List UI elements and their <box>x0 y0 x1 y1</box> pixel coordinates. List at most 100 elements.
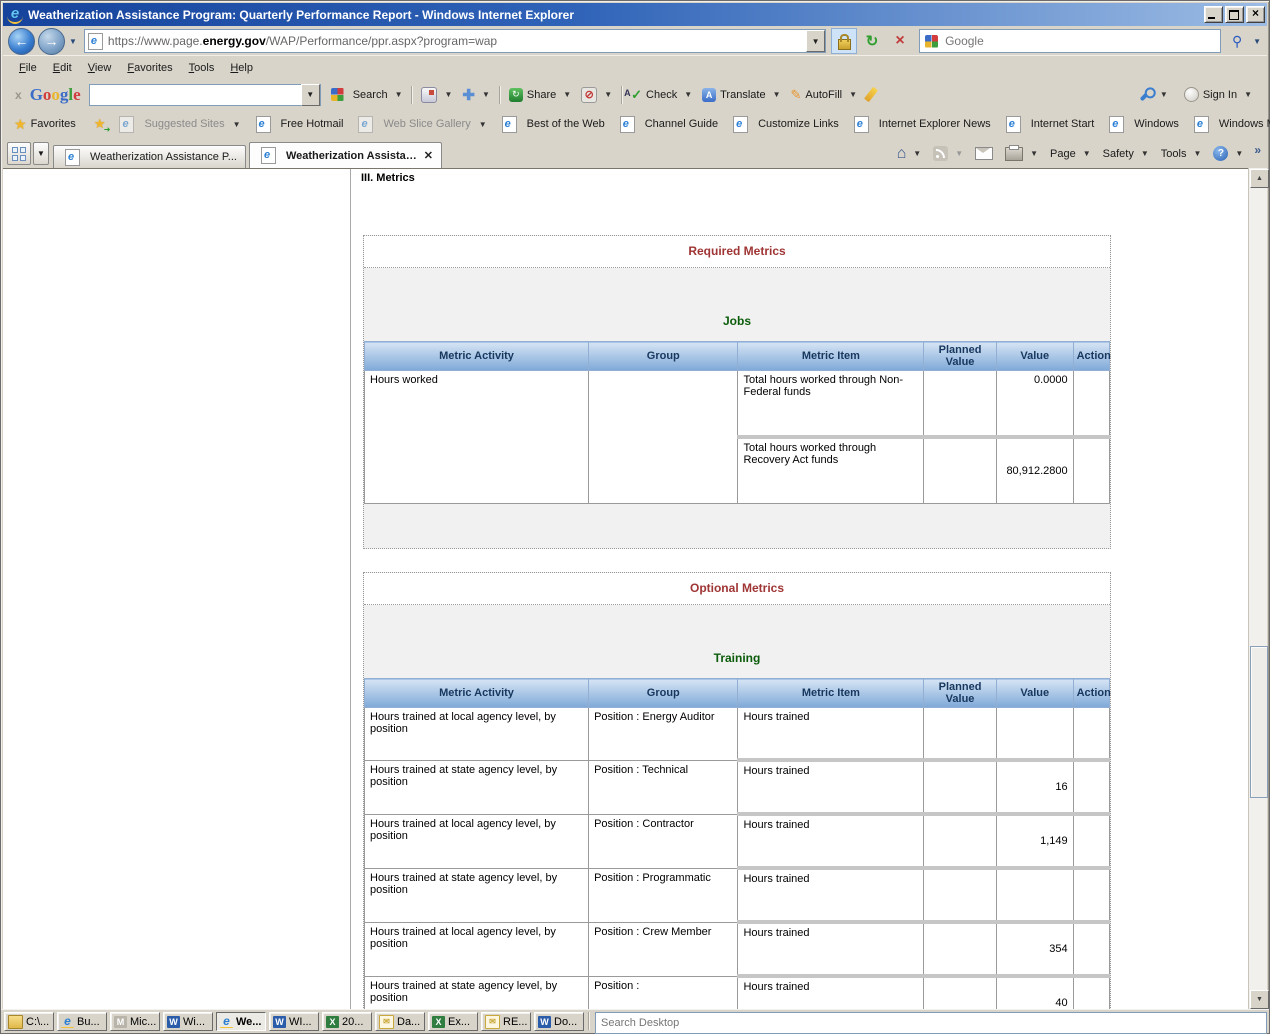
spellcheck-button[interactable]: A ✓ Check ▼ <box>624 86 693 102</box>
page-left-divider <box>350 169 351 1012</box>
toolbar-search-button[interactable]: Search ▼ <box>321 85 408 104</box>
menu-edit[interactable]: Edit <box>52 62 72 74</box>
taskbar-item[interactable]: M Mic... <box>110 1012 160 1031</box>
metric-item-cell: Total hours worked through Non-Federal f… <box>737 370 925 438</box>
back-button[interactable]: ← <box>8 27 35 55</box>
security-lock-icon[interactable] <box>831 28 858 54</box>
taskbar-item[interactable]: X 20... <box>322 1012 372 1031</box>
menu-file[interactable]: File <box>19 62 37 74</box>
metric-activity-cell: Hours worked <box>363 370 590 504</box>
value-cell: 0.0000 <box>995 370 1074 438</box>
popup-blocker-button[interactable]: ⊘ ▼ <box>576 84 617 106</box>
quick-tabs-icon[interactable] <box>7 142 31 165</box>
toolbar-overflow-chevron[interactable]: » <box>1254 143 1261 157</box>
taskbar-item[interactable]: X Ex... <box>428 1012 478 1031</box>
taskbar-item[interactable]: W Do... <box>534 1012 584 1031</box>
tab-2-active[interactable]: Weatherization Assistanc...✕ <box>248 142 442 168</box>
home-button[interactable]: ⌂ ▼ <box>896 144 922 162</box>
favlink-free-hotmail[interactable]: Free Hotmail <box>247 113 350 136</box>
menu-favorites[interactable]: Favorites <box>127 62 173 74</box>
action-cell <box>1072 920 1111 977</box>
maximize-button[interactable] <box>1225 6 1244 23</box>
minimize-button[interactable] <box>1204 6 1223 23</box>
menu-tools[interactable]: Tools <box>188 62 215 74</box>
address-input[interactable]: https://www.page.energy.gov/WAP/Performa… <box>83 29 827 53</box>
menu-view[interactable]: View <box>87 62 112 74</box>
sign-in-button[interactable]: Sign In ▼ <box>1179 84 1257 105</box>
translate-button[interactable]: A Translate ▼ <box>697 85 785 105</box>
recent-pages-dropdown[interactable]: ▼ <box>69 36 77 46</box>
action-cell <box>1072 812 1111 869</box>
excel-icon: X <box>432 1015 445 1028</box>
scroll-down-icon[interactable]: ▼ <box>1250 990 1269 1009</box>
taskbar-item[interactable]: ✉ Da... <box>375 1012 425 1031</box>
highlighter-icon[interactable] <box>864 86 878 103</box>
read-mail-icon <box>975 147 994 160</box>
scrollbar-thumb[interactable] <box>1250 646 1268 798</box>
popup-blocker-icon: ⊘ <box>581 86 598 103</box>
share-button[interactable]: ↻ Share ▼ <box>504 85 576 105</box>
read-mail-button[interactable] <box>970 144 998 163</box>
autofill-pen-icon: ✎ <box>790 86 802 102</box>
taskbar-item[interactable]: e Bu... <box>57 1012 107 1031</box>
google-search-input[interactable] <box>943 33 1221 49</box>
address-bar: ← → ▼ https://www.page.energy.gov/WAP/Pe… <box>3 27 1267 55</box>
favlink-ie-news[interactable]: Internet Explorer News <box>845 113 997 136</box>
favlink-suggested-sites[interactable]: Suggested Sites▼ <box>110 113 246 136</box>
table-row: Hours trained at state agency level, by … <box>363 866 1111 923</box>
tools-menu-button[interactable]: Tools ▼ <box>1160 147 1202 160</box>
favlink-windows[interactable]: Windows <box>1100 113 1185 136</box>
favorites-star-icon: ★ <box>14 115 27 132</box>
refresh-button[interactable]: ↻ <box>865 33 879 50</box>
page-menu-button[interactable]: Page ▼ <box>1050 147 1091 160</box>
table-row: Total hours worked through Recovery Act … <box>365 435 1111 504</box>
optional-metrics-section: Optional Metrics Training Metric Activit… <box>363 572 1111 1012</box>
close-button[interactable] <box>1246 6 1265 23</box>
training-subtitle: Training <box>713 651 761 665</box>
favlink-windows-media[interactable]: Windows Media <box>1185 113 1270 136</box>
stop-button[interactable]: × <box>895 32 905 49</box>
feeds-button[interactable]: ▼ <box>928 143 968 164</box>
scroll-up-icon[interactable]: ▲ <box>1250 169 1269 188</box>
autofill-button[interactable]: ✎ AutoFill ▼ <box>790 86 858 102</box>
add-gadget-button[interactable]: ✚ ▼ <box>462 86 490 104</box>
taskbar-item-active[interactable]: e We... <box>216 1012 266 1031</box>
print-icon <box>1005 144 1024 161</box>
tab-bar: ▼ Weatherization Assistance P... Weather… <box>3 139 1267 168</box>
planned-value-cell <box>923 707 997 761</box>
toolbar-search-input[interactable]: ▼ <box>88 83 321 106</box>
tab-1[interactable]: Weatherization Assistance P... <box>53 145 246 168</box>
taskbar-item[interactable]: W WI... <box>269 1012 319 1031</box>
add-favorite-button[interactable]: ★ <box>89 113 111 135</box>
favlink-best-of-the-web[interactable]: Best of the Web <box>493 113 611 136</box>
vertical-scrollbar[interactable]: ▲ ▼ <box>1248 168 1269 1011</box>
google-search-box[interactable] <box>919 29 1222 53</box>
excel-icon: X <box>326 1015 339 1028</box>
taskbar-item[interactable]: W Wi... <box>163 1012 213 1031</box>
desktop-search-box[interactable] <box>595 1012 1267 1034</box>
search-magnifier-button[interactable]: ⚲ <box>1231 32 1243 49</box>
menu-help[interactable]: Help <box>230 62 253 74</box>
safety-menu-button[interactable]: Safety ▼ <box>1102 147 1149 160</box>
favlink-customize-links[interactable]: Customize Links <box>724 113 845 136</box>
favlink-channel-guide[interactable]: Channel Guide <box>611 113 724 136</box>
favlink-web-slice-gallery[interactable]: Web Slice Gallery▼ <box>349 113 492 136</box>
taskbar-item[interactable]: C:\... <box>4 1012 54 1031</box>
search-options-dropdown[interactable]: ▼ <box>1253 36 1261 46</box>
taskbar-item[interactable]: ✉ RE... <box>481 1012 531 1031</box>
window-layout-button[interactable]: ▼ <box>416 84 457 106</box>
tab-list-dropdown[interactable]: ▼ <box>33 142 49 165</box>
ie-page-icon <box>65 148 80 166</box>
forward-button[interactable]: → <box>38 27 65 55</box>
help-button[interactable]: ? ▼ <box>1208 143 1248 164</box>
group-cell <box>588 370 739 504</box>
favlink-internet-start[interactable]: Internet Start <box>997 113 1101 136</box>
address-dropdown[interactable]: ▼ <box>806 30 826 52</box>
desktop-search-input[interactable] <box>596 1016 1266 1030</box>
print-button[interactable]: ▼ <box>1000 144 1043 164</box>
tab-close-icon[interactable]: ✕ <box>423 150 433 162</box>
value-cell: 1,149 <box>995 812 1074 869</box>
toolbar-close-icon[interactable]: x <box>15 87 22 102</box>
toolbar-wrench-button[interactable]: ▼ <box>1134 87 1173 102</box>
favorites-button[interactable]: ★ Favorites <box>14 115 76 132</box>
